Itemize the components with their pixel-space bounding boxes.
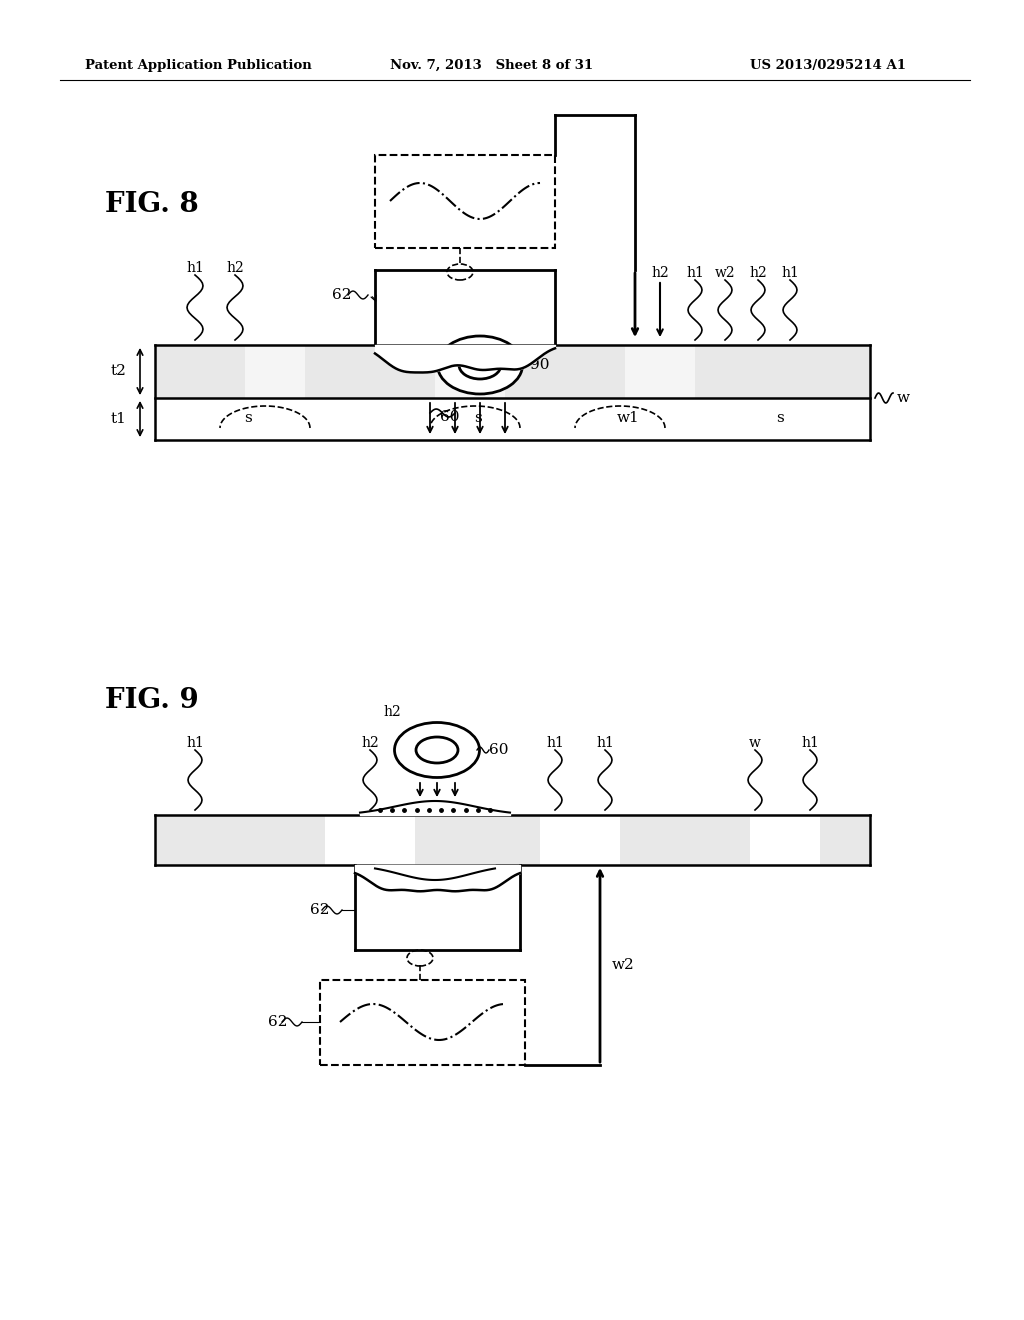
Bar — [319, 979, 525, 1065]
Bar — [305, 345, 435, 399]
Text: 90: 90 — [530, 358, 550, 372]
Text: h2: h2 — [383, 705, 400, 719]
Bar — [155, 814, 325, 865]
Text: 60: 60 — [489, 743, 509, 756]
Text: s: s — [244, 411, 252, 425]
Text: 62: 62 — [310, 903, 330, 917]
Bar — [695, 345, 870, 399]
Text: w2: w2 — [715, 267, 735, 280]
Bar — [245, 345, 305, 399]
Text: FIG. 8: FIG. 8 — [105, 191, 199, 219]
Bar — [820, 814, 870, 865]
Text: h2: h2 — [750, 267, 767, 280]
Text: 62: 62 — [268, 1015, 288, 1030]
Text: t2: t2 — [111, 364, 126, 378]
Text: US 2013/0295214 A1: US 2013/0295214 A1 — [750, 58, 906, 71]
Bar — [415, 814, 540, 865]
Text: FIG. 9: FIG. 9 — [105, 686, 199, 714]
Ellipse shape — [407, 950, 433, 966]
Text: Nov. 7, 2013   Sheet 8 of 31: Nov. 7, 2013 Sheet 8 of 31 — [390, 58, 593, 71]
Text: Patent Application Publication: Patent Application Publication — [85, 58, 311, 71]
Text: h1: h1 — [546, 737, 564, 750]
Ellipse shape — [394, 722, 479, 777]
Text: w: w — [750, 737, 761, 750]
Ellipse shape — [437, 337, 522, 393]
Text: h2: h2 — [651, 267, 669, 280]
Text: h1: h1 — [781, 267, 799, 280]
Text: s: s — [474, 411, 482, 425]
Text: h1: h1 — [801, 737, 819, 750]
Text: h1: h1 — [596, 737, 614, 750]
Bar — [375, 154, 555, 248]
Text: s: s — [776, 411, 784, 425]
Ellipse shape — [447, 264, 473, 280]
Text: h1: h1 — [686, 267, 703, 280]
Text: w2: w2 — [612, 958, 635, 972]
Text: h2: h2 — [226, 261, 244, 275]
Text: h2: h2 — [361, 737, 379, 750]
Text: h1: h1 — [186, 261, 204, 275]
Bar — [155, 345, 245, 399]
Text: h1: h1 — [186, 737, 204, 750]
Ellipse shape — [416, 737, 458, 763]
Text: w: w — [897, 391, 910, 405]
Text: t1: t1 — [111, 412, 126, 426]
Text: 60: 60 — [440, 411, 460, 424]
Text: 62: 62 — [332, 288, 351, 302]
Ellipse shape — [459, 351, 501, 379]
Bar — [435, 345, 505, 399]
Text: w1: w1 — [616, 411, 639, 425]
Bar — [620, 814, 750, 865]
Bar — [625, 345, 695, 399]
Bar — [505, 345, 625, 399]
